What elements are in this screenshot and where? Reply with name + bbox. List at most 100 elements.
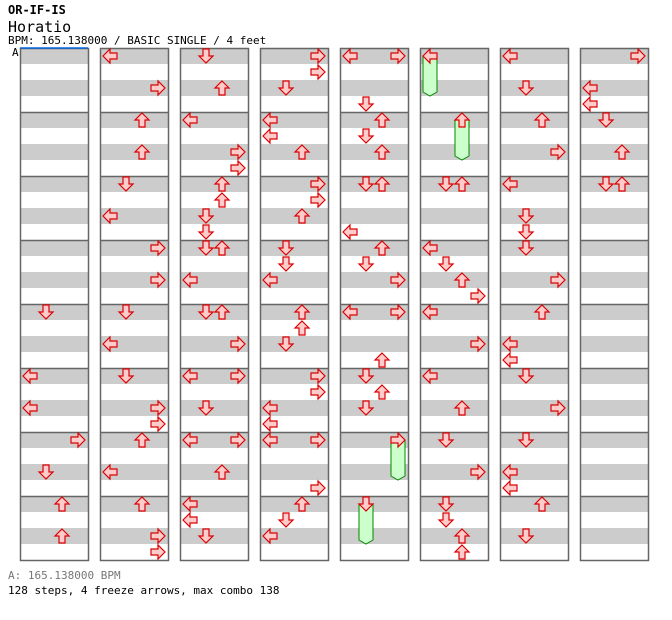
beat-stripe <box>260 208 328 224</box>
beat-stripe <box>500 304 568 320</box>
freeze-arrow-up-icon <box>453 112 471 128</box>
beat-stripe <box>100 48 168 64</box>
beat-stripe <box>260 80 328 96</box>
arrow-right-icon <box>550 399 566 417</box>
beat-stripe <box>500 208 568 224</box>
arrow-right-icon <box>390 303 406 321</box>
arrow-right-icon <box>150 239 166 257</box>
arrow-left-icon <box>342 223 358 241</box>
beat-stripe <box>260 176 328 192</box>
beat-stripe <box>340 304 408 320</box>
beat-stripe <box>20 400 88 416</box>
beat-stripe <box>340 144 408 160</box>
arrow-up-icon <box>293 304 311 320</box>
beat-stripe <box>420 400 488 416</box>
arrow-up-icon <box>613 176 631 192</box>
song-title: OR-IF-IS <box>8 3 66 17</box>
beat-stripe <box>260 464 328 480</box>
arrow-right-icon <box>230 335 246 353</box>
arrow-up-icon <box>133 432 151 448</box>
arrow-right-icon <box>310 383 326 401</box>
beat-stripe <box>580 240 648 256</box>
arrow-left-icon <box>22 399 38 417</box>
arrow-down-icon <box>357 176 375 192</box>
beat-stripe <box>20 528 88 544</box>
arrow-up-icon <box>213 304 231 320</box>
beat-stripe <box>580 112 648 128</box>
arrow-up-icon <box>373 384 391 400</box>
beat-stripe <box>340 496 408 512</box>
beat-stripe <box>260 368 328 384</box>
beat-stripe <box>100 240 168 256</box>
beat-stripe <box>180 112 248 128</box>
arrow-up-icon <box>133 112 151 128</box>
arrow-up-icon <box>613 144 631 160</box>
beat-stripe <box>20 304 88 320</box>
beat-stripe <box>100 528 168 544</box>
arrow-up-icon <box>453 528 471 544</box>
arrow-down-icon <box>517 368 535 384</box>
arrow-up-icon <box>133 496 151 512</box>
arrow-down-icon <box>37 464 55 480</box>
beat-stripe <box>20 496 88 512</box>
arrow-left-icon <box>502 175 518 193</box>
chart-column <box>99 47 170 562</box>
arrow-up-icon <box>533 112 551 128</box>
beat-stripe <box>340 112 408 128</box>
beat-stripe <box>580 80 648 96</box>
beat-stripe <box>260 48 328 64</box>
arrow-down-icon <box>357 96 375 112</box>
arrow-left-icon <box>182 511 198 529</box>
bpm-marker-label: A <box>12 46 19 59</box>
arrow-left-icon <box>342 303 358 321</box>
beat-stripe <box>260 112 328 128</box>
beat-stripe <box>500 176 568 192</box>
beat-stripe <box>420 240 488 256</box>
beat-stripe <box>20 464 88 480</box>
beat-stripe <box>20 112 88 128</box>
beat-stripe <box>500 240 568 256</box>
arrow-down-icon <box>277 80 295 96</box>
beat-stripe <box>580 144 648 160</box>
arrow-down-icon <box>197 224 215 240</box>
beat-stripe <box>100 272 168 288</box>
arrow-right-icon <box>230 367 246 385</box>
beat-stripe <box>580 336 648 352</box>
arrow-left-icon <box>182 495 198 513</box>
arrow-up-icon <box>533 496 551 512</box>
arrow-down-icon <box>277 240 295 256</box>
arrow-up-icon <box>213 464 231 480</box>
arrow-up-icon <box>213 176 231 192</box>
beat-stripe <box>100 496 168 512</box>
beat-stripe <box>260 240 328 256</box>
beat-stripe <box>100 80 168 96</box>
arrow-down-icon <box>277 512 295 528</box>
arrow-down-icon <box>517 224 535 240</box>
beat-stripe <box>20 48 88 64</box>
beat-stripe <box>500 144 568 160</box>
arrow-right-icon <box>70 431 86 449</box>
beat-stripe <box>420 368 488 384</box>
arrow-down-icon <box>357 128 375 144</box>
arrow-left-icon <box>422 303 438 321</box>
arrow-down-icon <box>197 528 215 544</box>
arrow-left-icon <box>422 239 438 257</box>
arrow-down-icon <box>277 336 295 352</box>
arrow-right-icon <box>550 143 566 161</box>
beat-stripe <box>260 400 328 416</box>
beat-stripe <box>580 400 648 416</box>
beat-stripe <box>100 336 168 352</box>
beat-stripe <box>580 304 648 320</box>
beat-stripe <box>420 432 488 448</box>
beat-stripe <box>340 240 408 256</box>
chart-column <box>259 47 330 562</box>
arrow-down-icon <box>117 304 135 320</box>
arrow-up-icon <box>373 144 391 160</box>
arrow-right-icon <box>310 47 326 65</box>
arrow-left-icon <box>502 47 518 65</box>
beat-stripe <box>180 336 248 352</box>
beat-stripe <box>420 336 488 352</box>
arrow-down-icon <box>437 432 455 448</box>
arrow-down-icon <box>517 432 535 448</box>
beat-stripe <box>340 272 408 288</box>
